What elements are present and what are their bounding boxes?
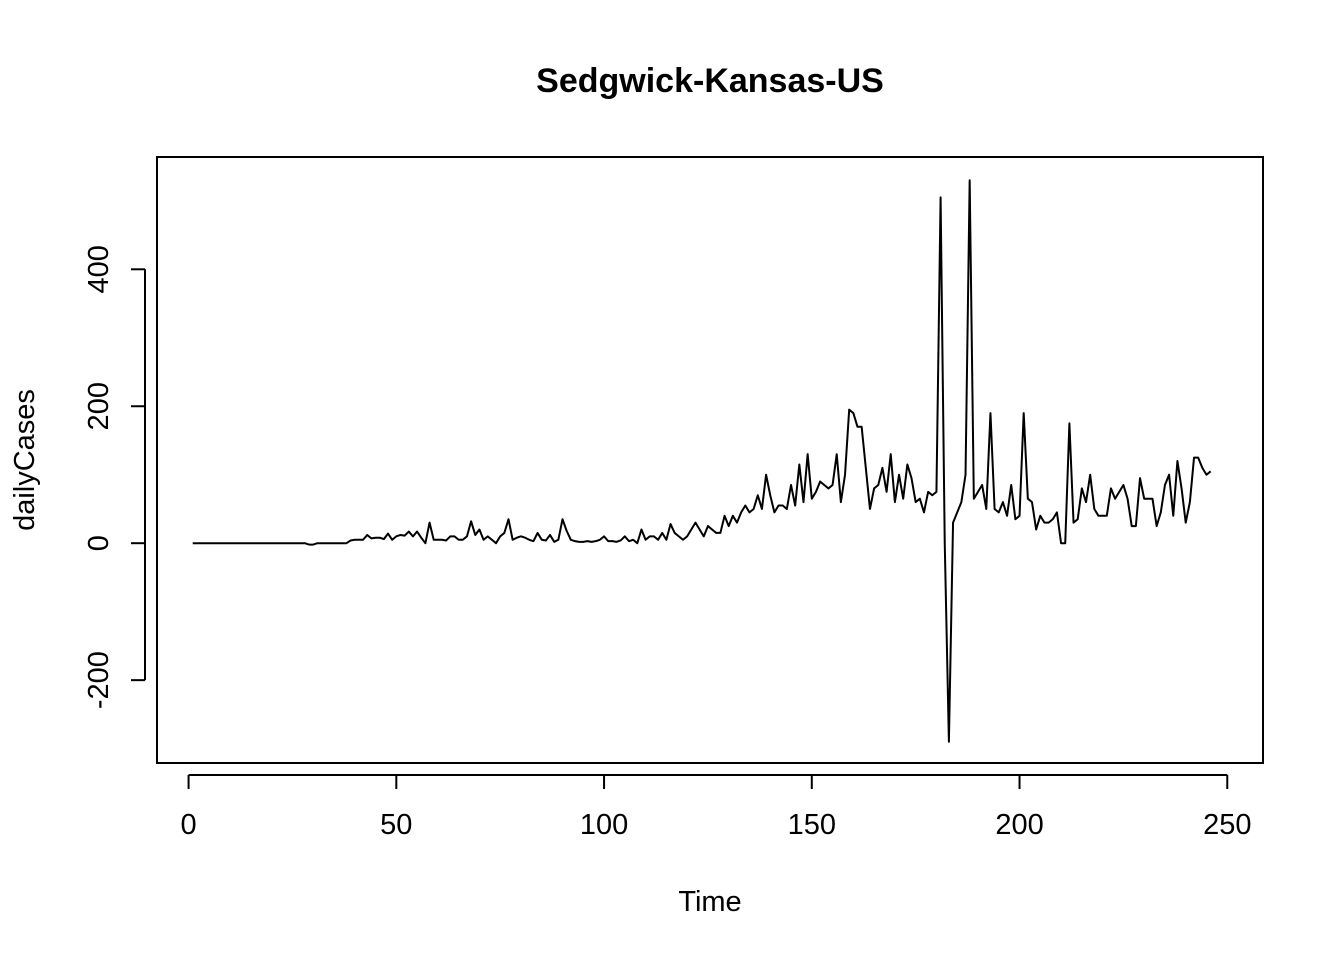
y-axis-label: dailyCases (9, 389, 41, 531)
x-tick-label: 200 (995, 809, 1043, 841)
y-tick-label: 200 (83, 382, 115, 430)
x-tick-label: 50 (380, 809, 412, 841)
y-tick-label: -200 (83, 651, 115, 709)
x-axis-label: Time (678, 886, 741, 918)
x-tick-label: 100 (580, 809, 628, 841)
x-tick-label: 250 (1203, 809, 1251, 841)
x-axis: 0 50 100 150 200 250 (181, 774, 1251, 841)
series-line-daily-cases (192, 179, 1212, 743)
y-tick-label: 400 (83, 245, 115, 293)
x-tick-label: 0 (181, 809, 197, 841)
y-tick-label: 0 (83, 535, 115, 551)
x-tick-label: 150 (788, 809, 836, 841)
y-axis: -200 0 200 400 (83, 245, 146, 709)
plot-frame (156, 156, 1264, 764)
chart-title: Sedgwick-Kansas-US (536, 62, 884, 100)
